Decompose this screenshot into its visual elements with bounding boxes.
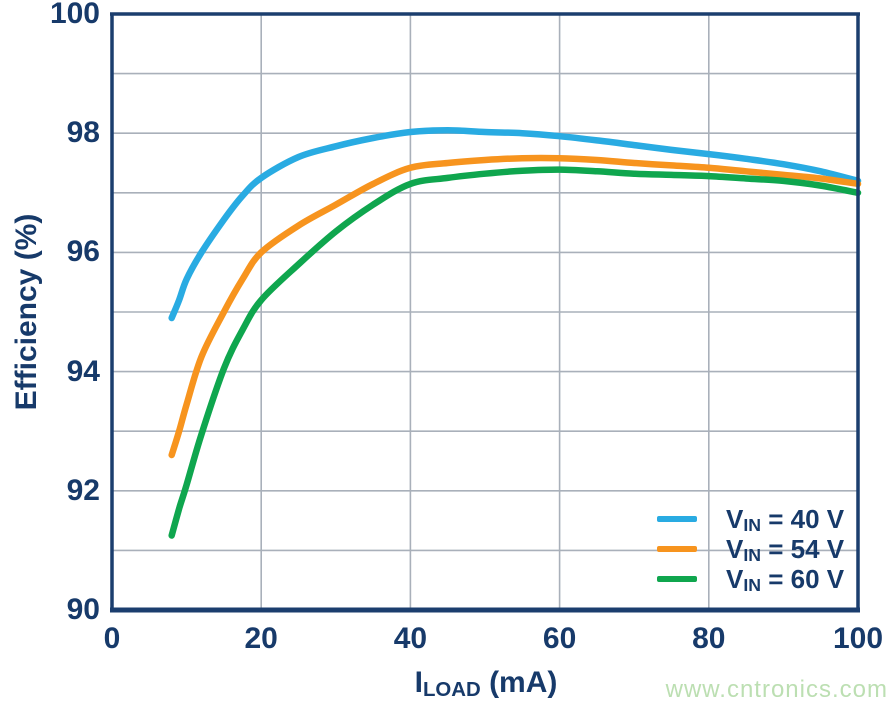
- legend-swatch-vin-54: [657, 546, 697, 552]
- legend-label-subscript: IN: [743, 515, 762, 536]
- legend-label-base: V: [726, 503, 744, 534]
- legend-swatch-vin-40: [657, 516, 697, 522]
- x-axis-title: ILOAD (mA): [414, 666, 558, 702]
- legend-label-vin-60: VIN = 60 V: [726, 564, 844, 595]
- legend: VIN = 40 V VIN = 54 V VIN = 60 V: [657, 504, 844, 594]
- legend-label-value: = 54 V: [761, 533, 845, 564]
- series-line-vin-60: [168, 166, 862, 539]
- series-line-vin-40: [168, 126, 862, 322]
- legend-label-base: V: [726, 533, 744, 564]
- x-tick-label: 60: [542, 622, 577, 655]
- x-tick-label: 0: [103, 622, 121, 655]
- legend-label-base: V: [726, 563, 744, 594]
- x-tick-label: 40: [393, 622, 428, 655]
- legend-label-vin-40: VIN = 40 V: [726, 504, 844, 535]
- y-tick-label: 90: [66, 593, 100, 626]
- legend-item-vin-40: VIN = 40 V: [657, 504, 844, 534]
- legend-swatch-vin-60: [657, 576, 697, 582]
- y-tick-label: 100: [49, 0, 100, 30]
- watermark: www.cntronics.com: [665, 676, 888, 703]
- y-tick-label: 92: [66, 473, 100, 507]
- x-axis-title-subscript: LOAD: [422, 679, 481, 702]
- x-tick-label: 100: [832, 622, 884, 655]
- legend-item-vin-54: VIN = 54 V: [657, 534, 844, 564]
- x-tick-label: 20: [244, 622, 278, 655]
- y-axis-title: Efficiency (%): [10, 213, 43, 411]
- series-line-vin-54: [168, 154, 862, 459]
- legend-label-vin-54: VIN = 54 V: [726, 534, 844, 565]
- x-tick-label: 80: [692, 622, 726, 655]
- legend-item-vin-60: VIN = 60 V: [657, 564, 844, 594]
- y-tick-label: 94: [66, 354, 100, 388]
- legend-label-subscript: IN: [743, 575, 762, 596]
- x-axis-title-unit: (mA): [480, 666, 558, 699]
- y-tick-label: 96: [66, 235, 100, 269]
- legend-label-value: = 40 V: [761, 503, 845, 534]
- x-axis-title-base: I: [414, 666, 423, 699]
- legend-label-value: = 60 V: [761, 563, 845, 594]
- y-tick-label: 98: [66, 116, 100, 150]
- legend-label-subscript: IN: [743, 545, 762, 566]
